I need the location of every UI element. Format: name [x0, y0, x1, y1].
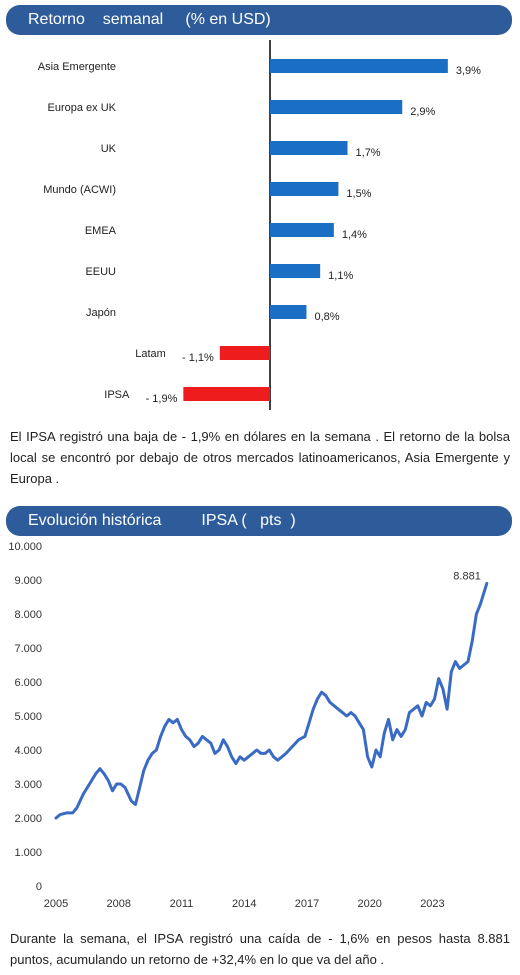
bar-8 [183, 387, 270, 401]
bar-5 [270, 264, 321, 278]
bar-2 [270, 141, 348, 155]
bar-0 [270, 59, 448, 73]
value-label: 2,9% [410, 106, 435, 118]
value-label: - 1,1% [182, 352, 214, 364]
category-label: IPSA [104, 389, 130, 401]
value-label: 1,7% [356, 147, 381, 159]
y-tick-label: 9.000 [14, 575, 42, 587]
category-label: Europa ex UK [48, 102, 117, 114]
category-label: EEUU [85, 266, 116, 278]
y-tick-label: 3.000 [14, 779, 42, 791]
weekly-return-commentary: El IPSA registró una baja de - 1,9% en d… [10, 429, 510, 486]
bar-7 [219, 346, 270, 360]
bar-1 [270, 100, 403, 114]
value-label: 0,8% [314, 311, 339, 323]
x-tick-label: 2008 [106, 898, 130, 910]
ipsa-history-line-chart: 0 1.000 2.000 3.000 4.000 5.000 6.000 7.000 8.00… [8, 541, 489, 910]
bar-6 [270, 305, 307, 319]
bar-4 [270, 223, 334, 237]
y-tick-label: 4.000 [14, 745, 42, 757]
y-tick-label: 5.000 [14, 711, 42, 723]
value-label: 3,9% [456, 65, 481, 77]
x-tick-label: 2011 [170, 898, 194, 910]
weekly-return-bar-chart: Asia Emergente 3,9% Europa ex UK 2,9% UK 1,7%… [38, 40, 481, 410]
y-tick-label: 2.000 [14, 813, 42, 825]
category-label: Asia Emergente [38, 61, 116, 73]
category-label: EMEA [85, 225, 117, 237]
x-tick-label: 2020 [357, 898, 381, 910]
category-label: Mundo (ACWI) [43, 184, 116, 196]
x-tick-label: 2005 [44, 898, 68, 910]
ipsa-history-commentary: Durante la semana, el IPSA registró una … [10, 931, 510, 967]
section-header-ipsa-history: Evolución histórica IPSA ( pts ) [6, 506, 512, 536]
value-label: 1,1% [328, 270, 353, 282]
category-label: Japón [86, 307, 116, 319]
ipsa-series-line [54, 581, 489, 820]
y-tick-label: 10.000 [8, 541, 42, 553]
y-tick-label: 0 [36, 881, 42, 893]
y-tick-label: 6.000 [14, 677, 42, 689]
y-tick-label: 7.000 [14, 643, 42, 655]
y-tick-label: 8.000 [14, 609, 42, 621]
category-label: UK [101, 143, 117, 155]
section-header-weekly-return: Retorno semanal (% en USD) [6, 5, 512, 35]
y-tick-label: 1.000 [14, 847, 42, 859]
bar-3 [270, 182, 339, 196]
category-label: Latam [135, 348, 166, 360]
x-tick-label: 2017 [295, 898, 319, 910]
value-label: 1,5% [346, 188, 371, 200]
last-value-annotation: 8.881 [453, 570, 481, 582]
x-tick-label: 2023 [420, 898, 444, 910]
x-tick-label: 2014 [232, 898, 256, 910]
value-label: - 1,9% [146, 393, 178, 405]
value-label: 1,4% [342, 229, 367, 241]
